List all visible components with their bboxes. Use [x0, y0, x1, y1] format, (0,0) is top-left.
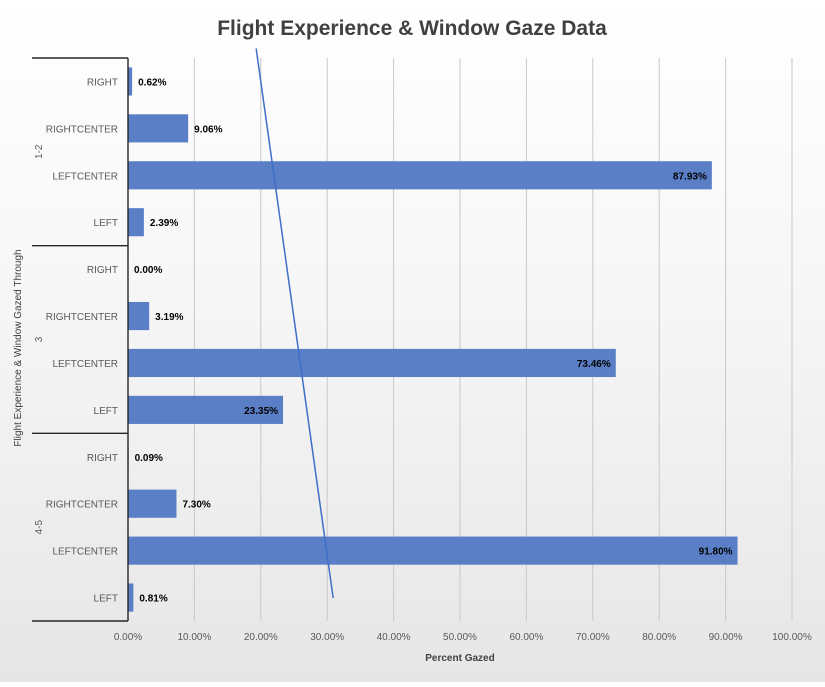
- gridlines: [193, 58, 793, 621]
- x-tick-label: 60.00%: [509, 632, 543, 643]
- x-tick-label: 30.00%: [310, 632, 344, 643]
- x-tick-label: 50.00%: [443, 632, 477, 643]
- data-label: 7.30%: [182, 500, 210, 511]
- group-label: 1-2: [34, 144, 45, 159]
- data-label: 0.00%: [134, 265, 162, 276]
- data-labels: 0.62% 9.06% 87.93% 2.39% 0.00% 3.19% 73.46% 23.…: [134, 77, 733, 604]
- data-label: 0.09%: [135, 453, 163, 464]
- category-label: RIGHTCENTER: [46, 500, 118, 511]
- x-tick-label: 10.00%: [177, 632, 211, 643]
- category-label: RIGHT: [87, 453, 118, 464]
- data-label: 0.81%: [139, 594, 167, 605]
- x-tick-label: 100.00%: [772, 632, 812, 643]
- x-axis-ticks: 0.00% 10.00% 20.00% 30.00% 40.00% 50.00% 60.00…: [114, 632, 812, 643]
- group-axis: 1-2 3 4-5: [32, 57, 129, 622]
- bar: [128, 395, 284, 424]
- bars: [128, 67, 738, 612]
- bar: [128, 208, 144, 237]
- category-label: LEFTCENTER: [52, 359, 118, 370]
- category-label: RIGHTCENTER: [46, 124, 118, 135]
- trendline-path: [255, 48, 334, 599]
- trendline: [255, 48, 334, 599]
- data-label: 0.62%: [138, 77, 166, 88]
- y-axis-title: Flight Experience & Window Gazed Through: [13, 249, 24, 446]
- category-labels: RIGHT RIGHTCENTER LEFTCENTER LEFT RIGHT RIGHT…: [46, 77, 118, 604]
- bar: [128, 489, 177, 518]
- x-tick-label: 20.00%: [244, 632, 278, 643]
- x-tick-label: 40.00%: [377, 632, 411, 643]
- category-label: LEFT: [94, 218, 118, 229]
- category-label: LEFTCENTER: [52, 171, 118, 182]
- x-tick-label: 70.00%: [576, 632, 610, 643]
- bar: [128, 348, 616, 378]
- category-label: LEFTCENTER: [52, 547, 118, 558]
- chart-title: Flight Experience & Window Gaze Data: [217, 17, 607, 40]
- group-label: 3: [34, 336, 45, 342]
- bar: [128, 161, 712, 190]
- data-label: 87.93%: [673, 171, 707, 182]
- group-label: 4-5: [34, 520, 45, 535]
- bar: [128, 67, 133, 96]
- bar: [128, 114, 189, 143]
- bar: [128, 583, 134, 612]
- category-label: LEFT: [94, 594, 118, 605]
- x-axis-title: Percent Gazed: [425, 653, 494, 664]
- data-label: 3.19%: [155, 312, 183, 323]
- x-tick-label: 80.00%: [642, 632, 676, 643]
- data-label: 9.06%: [194, 124, 222, 135]
- data-label: 73.46%: [577, 359, 611, 370]
- category-label: RIGHT: [87, 77, 118, 88]
- category-label: LEFT: [94, 406, 118, 417]
- data-label: 23.35%: [244, 406, 278, 417]
- category-label: RIGHTCENTER: [46, 312, 118, 323]
- x-tick-label: 0.00%: [114, 632, 142, 643]
- data-label: 91.80%: [699, 547, 733, 558]
- bar: [128, 301, 150, 331]
- bar: [128, 536, 738, 565]
- data-label: 2.39%: [150, 218, 178, 229]
- x-tick-label: 90.00%: [709, 632, 743, 643]
- category-label: RIGHT: [87, 265, 118, 276]
